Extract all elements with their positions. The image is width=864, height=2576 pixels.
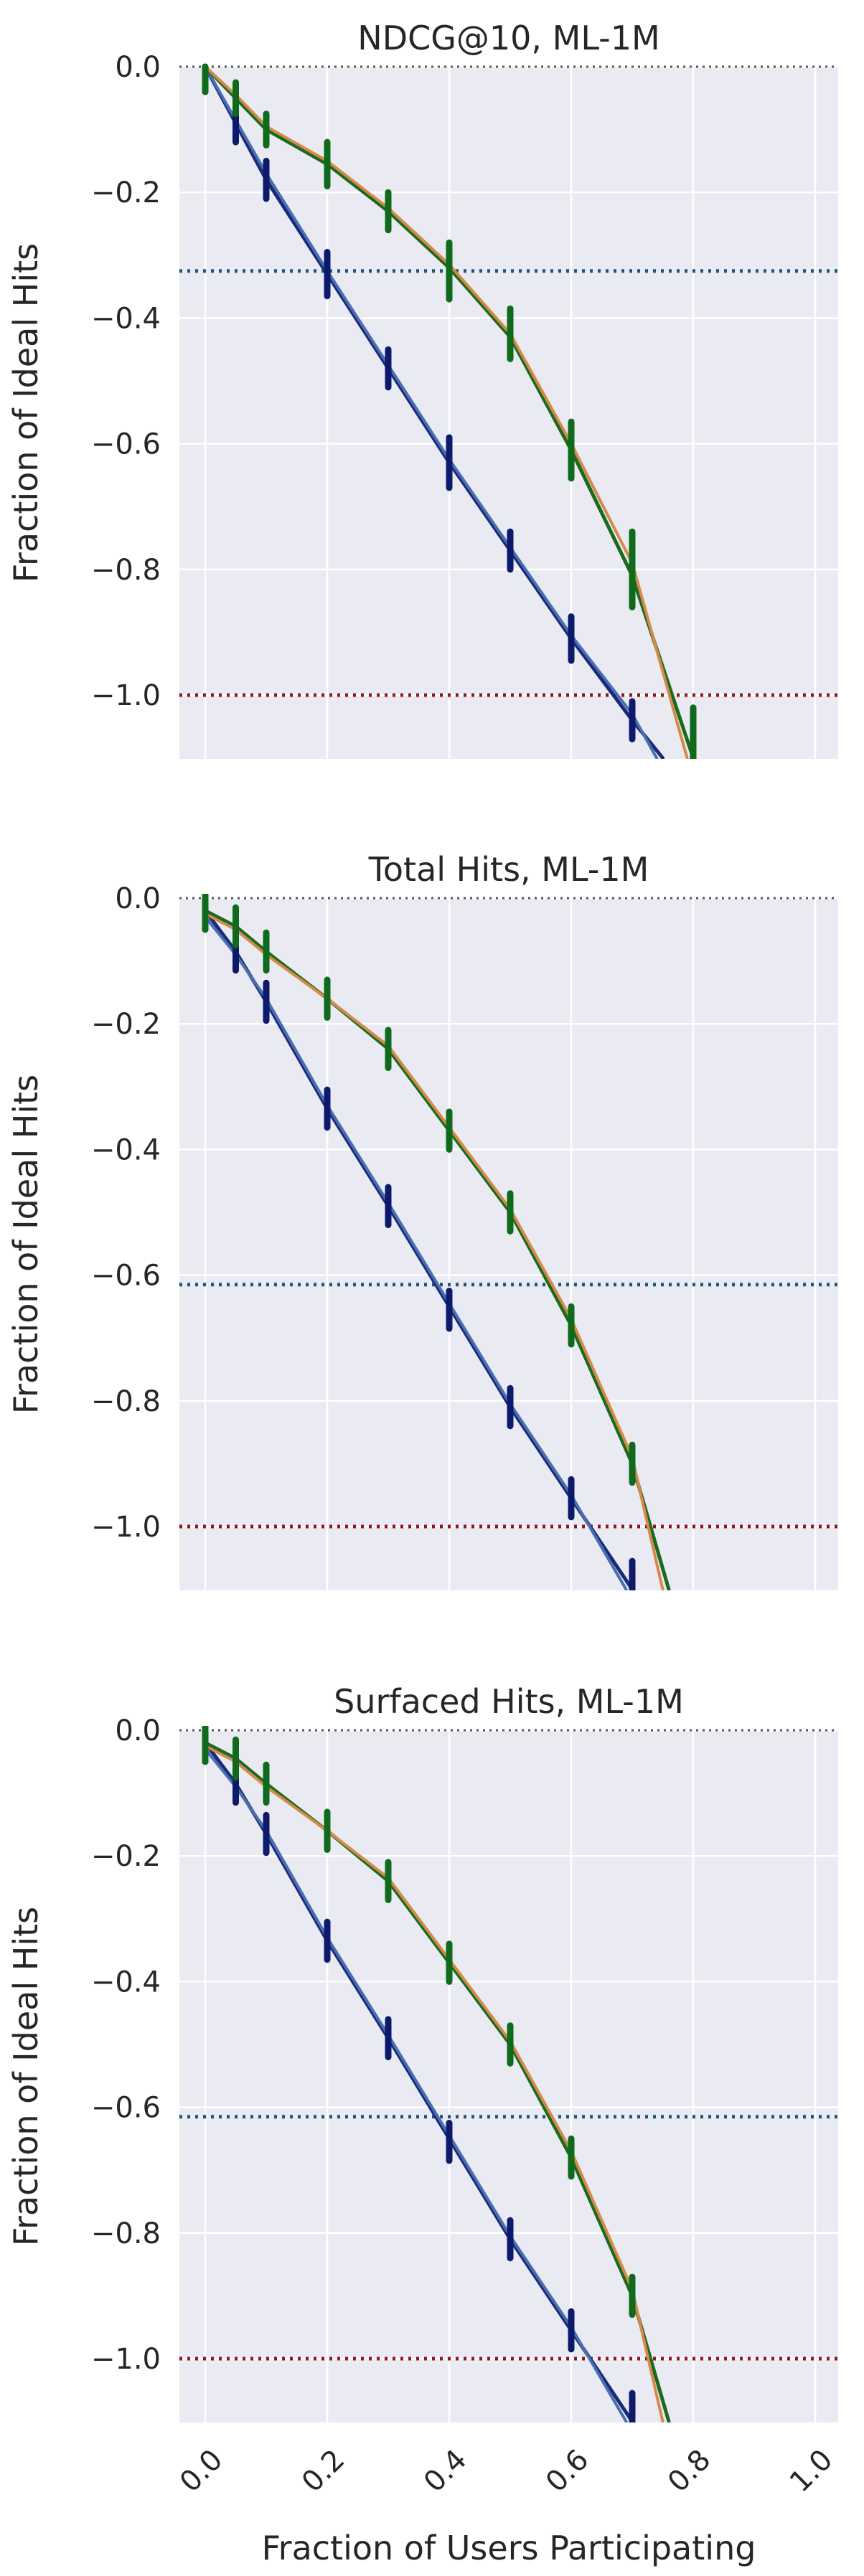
series-line bbox=[203, 65, 665, 759]
y-tick-label: 0.0 bbox=[115, 1714, 161, 1747]
y-axis-label: Fraction of Ideal Hits bbox=[6, 1075, 45, 1414]
plot-layer bbox=[179, 894, 838, 1590]
y-tick-label: −1.0 bbox=[91, 1511, 161, 1544]
y-tick-label: −0.2 bbox=[91, 176, 161, 209]
series-line bbox=[203, 909, 671, 1590]
x-tick-label: 1.0 bbox=[784, 2443, 840, 2499]
y-tick-label: 0.0 bbox=[115, 882, 161, 915]
series-line bbox=[204, 65, 658, 759]
y-tick-label: −0.8 bbox=[91, 2217, 161, 2250]
y-axis-label: Fraction of Ideal Hits bbox=[6, 1907, 45, 2246]
plot-area bbox=[179, 1730, 838, 2422]
x-axis-label: Fraction of Users Participating bbox=[262, 2529, 756, 2567]
series-line bbox=[203, 1741, 671, 2422]
chart-panel-3: Surfaced Hits, ML-1M 0.0 −0.2 −0.4 −0.6 −0.8 −… bbox=[6, 1682, 839, 2567]
y-tick-label: −0.2 bbox=[91, 1840, 161, 1873]
chart-panel-2: Total Hits, ML-1M 0.0 −0.2 −0.4 −0.6 −0.8 −1.0… bbox=[6, 850, 838, 1590]
y-tick-label: −0.6 bbox=[91, 2092, 161, 2125]
x-tick-label: 0.0 bbox=[174, 2443, 230, 2499]
y-tick-label: −1.0 bbox=[91, 679, 161, 712]
x-tick-label: 0.6 bbox=[540, 2443, 596, 2499]
chart-title: Total Hits, ML-1M bbox=[368, 850, 649, 889]
y-tick-label: −0.4 bbox=[91, 1966, 161, 1999]
y-tick-label: −1.0 bbox=[91, 2343, 161, 2376]
series-line bbox=[203, 65, 695, 759]
y-tick-label: −0.4 bbox=[91, 302, 161, 335]
x-tick-label: 0.2 bbox=[296, 2443, 352, 2499]
y-axis-label: Fraction of Ideal Hits bbox=[6, 243, 45, 582]
y-tick-label: −0.8 bbox=[91, 554, 161, 587]
plot-area bbox=[179, 67, 838, 759]
y-tick-label: −0.6 bbox=[91, 1260, 161, 1293]
series-line bbox=[204, 912, 665, 1590]
plot-layer bbox=[179, 1726, 838, 2422]
x-tick-label: 0.4 bbox=[418, 2443, 474, 2499]
series-line bbox=[204, 1744, 665, 2422]
chart-title: Surfaced Hits, ML-1M bbox=[334, 1682, 684, 1721]
y-tick-label: −0.2 bbox=[91, 1008, 161, 1041]
plot-layer bbox=[179, 63, 838, 759]
x-tick-label: 0.8 bbox=[662, 2443, 718, 2499]
y-tick-label: −0.4 bbox=[91, 1133, 161, 1166]
y-tick-label: 0.0 bbox=[115, 51, 161, 84]
plot-area bbox=[179, 898, 838, 1590]
y-tick-label: −0.8 bbox=[91, 1385, 161, 1418]
y-tick-label: −0.6 bbox=[91, 428, 161, 461]
chart-title: NDCG@10, ML-1M bbox=[357, 19, 659, 57]
series-line bbox=[204, 65, 689, 759]
chart-panel-1: NDCG@10, ML-1M 0.0 −0.2 −0.4 −0.6 −0.8 −1.0 Fra… bbox=[6, 19, 838, 759]
